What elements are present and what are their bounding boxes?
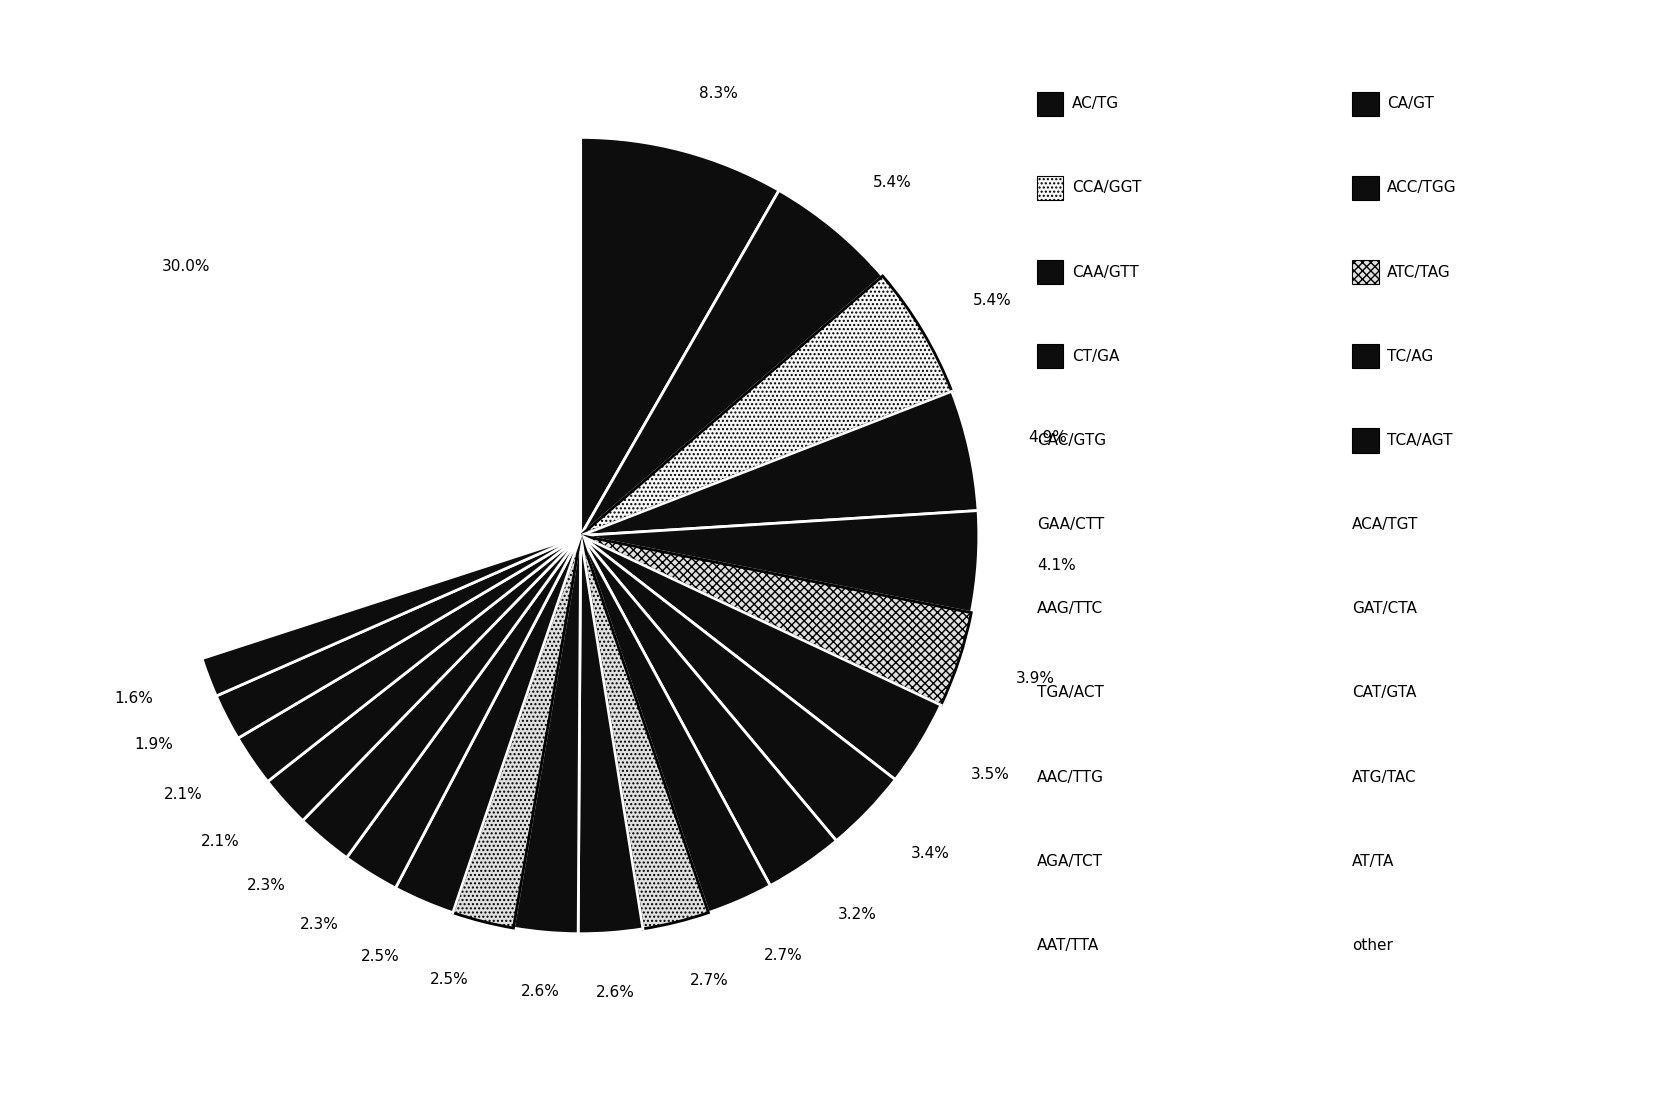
Wedge shape <box>581 536 896 841</box>
Text: CAC/GTG: CAC/GTG <box>1037 433 1107 448</box>
Text: TC/AG: TC/AG <box>1387 349 1433 364</box>
Text: 2.5%: 2.5% <box>430 972 468 987</box>
Text: 2.3%: 2.3% <box>300 917 338 932</box>
Wedge shape <box>237 536 581 781</box>
Text: CT/GA: CT/GA <box>1072 349 1120 364</box>
Text: CAT/GTA: CAT/GTA <box>1352 685 1417 701</box>
Text: 1.6%: 1.6% <box>114 691 153 706</box>
Wedge shape <box>347 536 581 888</box>
Wedge shape <box>395 536 581 913</box>
Text: AAT/TTA: AAT/TTA <box>1037 938 1100 953</box>
Text: CAA/GTT: CAA/GTT <box>1072 265 1138 280</box>
Text: ATC/TAG: ATC/TAG <box>1387 265 1450 280</box>
Text: 2.3%: 2.3% <box>247 878 285 893</box>
Text: 2.7%: 2.7% <box>690 973 728 988</box>
Text: 4.9%: 4.9% <box>1029 430 1067 445</box>
Text: 2.6%: 2.6% <box>596 985 635 1000</box>
Text: 5.4%: 5.4% <box>974 293 1012 307</box>
Wedge shape <box>581 138 780 536</box>
Text: 1.9%: 1.9% <box>134 737 173 752</box>
Text: 3.2%: 3.2% <box>838 907 878 921</box>
Text: AAC/TTG: AAC/TTG <box>1037 769 1103 785</box>
Wedge shape <box>202 536 581 696</box>
Text: GAA/CTT: GAA/CTT <box>1037 517 1105 532</box>
Text: TCA/AGT: TCA/AGT <box>1387 433 1452 448</box>
Text: ATG/TAC: ATG/TAC <box>1352 769 1417 785</box>
Wedge shape <box>581 536 836 885</box>
Text: GAT/CTA: GAT/CTA <box>1352 601 1417 616</box>
Text: TGA/ACT: TGA/ACT <box>1037 685 1103 701</box>
Text: other: other <box>1352 938 1394 953</box>
Text: 2.6%: 2.6% <box>521 984 559 999</box>
Wedge shape <box>216 536 581 738</box>
Wedge shape <box>267 536 581 821</box>
Text: 4.1%: 4.1% <box>1037 559 1077 573</box>
Text: 2.1%: 2.1% <box>164 787 202 801</box>
Wedge shape <box>182 138 581 659</box>
Wedge shape <box>581 536 941 779</box>
Wedge shape <box>302 536 581 858</box>
Text: 2.1%: 2.1% <box>201 834 241 849</box>
Wedge shape <box>581 536 971 705</box>
Wedge shape <box>581 536 708 929</box>
Text: 2.5%: 2.5% <box>362 949 400 964</box>
Text: 3.5%: 3.5% <box>971 767 1010 783</box>
Wedge shape <box>581 190 883 536</box>
Wedge shape <box>577 536 644 933</box>
Text: CA/GT: CA/GT <box>1387 96 1433 111</box>
Text: ACA/TGT: ACA/TGT <box>1352 517 1418 532</box>
Text: AAG/TTC: AAG/TTC <box>1037 601 1103 616</box>
Text: AGA/TCT: AGA/TCT <box>1037 854 1103 869</box>
Text: 2.7%: 2.7% <box>763 948 803 963</box>
Text: 30.0%: 30.0% <box>161 259 211 274</box>
Text: 5.4%: 5.4% <box>873 175 911 190</box>
Text: 3.4%: 3.4% <box>911 846 949 860</box>
Text: AT/TA: AT/TA <box>1352 854 1395 869</box>
Wedge shape <box>453 536 581 928</box>
Wedge shape <box>581 391 979 536</box>
Wedge shape <box>581 510 979 613</box>
Wedge shape <box>581 277 952 536</box>
Wedge shape <box>513 536 581 933</box>
Wedge shape <box>581 536 770 913</box>
Text: 8.3%: 8.3% <box>698 85 738 101</box>
Text: CCA/GGT: CCA/GGT <box>1072 180 1141 196</box>
Text: ACC/TGG: ACC/TGG <box>1387 180 1457 196</box>
Text: 3.9%: 3.9% <box>1015 671 1055 686</box>
Text: AC/TG: AC/TG <box>1072 96 1118 111</box>
